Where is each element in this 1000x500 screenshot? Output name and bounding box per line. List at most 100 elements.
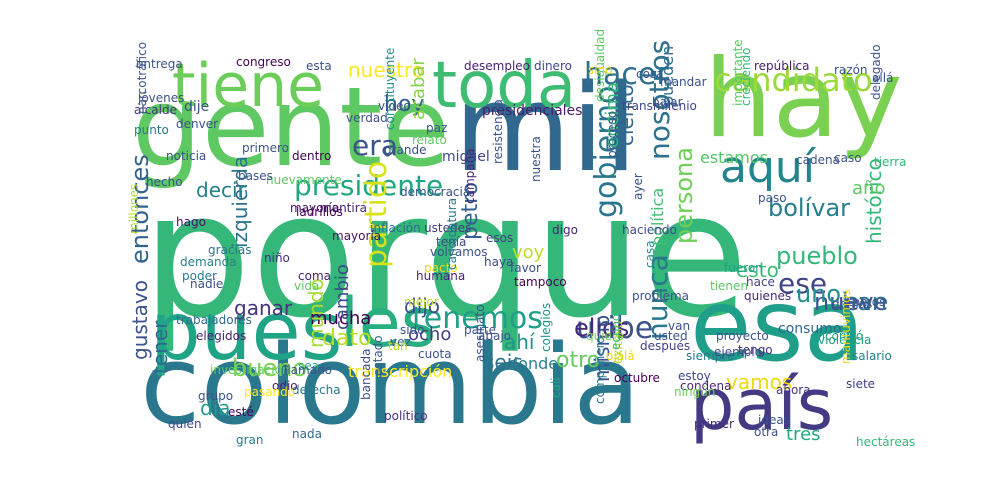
word: coma	[298, 269, 331, 283]
word: bolívar	[768, 194, 851, 222]
word: cadena	[796, 153, 840, 167]
word: tomos	[848, 295, 886, 309]
word: dijo	[404, 294, 441, 318]
word: bueno	[232, 354, 308, 382]
word: candidato	[714, 61, 873, 99]
word: les	[340, 284, 437, 363]
word: trabajadores	[176, 313, 252, 327]
word: odio	[272, 379, 298, 393]
word: abajo	[478, 329, 511, 343]
word: tengo	[738, 343, 773, 357]
word: estamos	[700, 148, 768, 167]
word: mil	[454, 60, 638, 199]
word: quiero	[586, 329, 624, 343]
word: paso	[758, 191, 787, 205]
word: siempre	[686, 349, 735, 363]
word: después	[640, 339, 691, 353]
word: otra	[754, 425, 779, 439]
word: mentira	[320, 201, 368, 215]
word: humana	[416, 269, 466, 283]
word: bajar	[652, 95, 683, 109]
word: nuestro	[348, 58, 424, 82]
word: volvamos	[430, 245, 488, 259]
word: violencia	[818, 333, 872, 347]
word: uribe	[576, 311, 654, 346]
word: gente	[132, 63, 451, 191]
word: niño	[264, 251, 290, 265]
word: tiene	[172, 51, 325, 121]
word: consumo	[778, 321, 842, 337]
word: ahí	[504, 330, 535, 354]
word: día	[200, 396, 231, 420]
word: era	[352, 129, 398, 162]
word: denver	[176, 117, 219, 131]
word: investigación	[210, 363, 290, 377]
word: grande	[384, 143, 427, 157]
word: creciendo	[739, 47, 753, 106]
word: esto	[736, 258, 779, 282]
word: mejor	[404, 295, 439, 309]
word: demanda	[180, 255, 237, 269]
word: mandar	[660, 75, 707, 89]
word: delegado	[869, 44, 883, 100]
word: demás	[832, 297, 873, 311]
word: tan	[388, 339, 408, 353]
word: hacer	[584, 57, 669, 92]
word: ladrillos	[296, 205, 343, 219]
word: video	[378, 99, 411, 113]
word: tienen	[710, 279, 749, 293]
word: acabar	[408, 58, 429, 120]
word: toda	[432, 49, 577, 123]
word: pasando	[244, 385, 296, 399]
word: mucha	[310, 308, 372, 329]
word: asesinato	[473, 304, 487, 362]
word: nueve	[814, 288, 889, 316]
word: año	[852, 178, 886, 199]
word: salario	[852, 349, 892, 363]
word: vamos	[726, 370, 793, 394]
word: relato	[412, 133, 447, 147]
word: octubre	[614, 371, 660, 385]
word: nada	[292, 427, 322, 441]
word: colegios	[539, 302, 553, 352]
word: millones	[127, 183, 141, 234]
word: sido	[400, 323, 425, 337]
word: hace	[746, 275, 775, 289]
word: pacto	[424, 261, 458, 275]
word: llamado	[284, 363, 333, 377]
word: ahora	[776, 383, 811, 397]
word: haciendo	[622, 223, 677, 237]
word: decir	[196, 178, 246, 202]
word: sino	[588, 63, 613, 77]
word: inflación	[370, 221, 421, 235]
word: político	[384, 409, 428, 423]
word: usted	[654, 329, 688, 343]
word: nuestra	[529, 136, 543, 182]
word: proceso	[605, 110, 619, 158]
word: transcripción	[348, 362, 453, 381]
word: tierra	[874, 155, 907, 169]
word: gran	[236, 433, 264, 447]
word: compañero	[593, 336, 607, 404]
word: cali	[549, 377, 563, 398]
word: nuevamente	[266, 173, 342, 187]
word: favor	[510, 261, 541, 275]
word: tampoco	[514, 275, 567, 289]
word: colombia	[140, 321, 641, 449]
word: problema	[632, 289, 690, 303]
word: tenemos	[412, 301, 543, 336]
word: congreso	[236, 55, 291, 69]
word: fueron	[724, 261, 763, 275]
word: esté	[228, 405, 254, 419]
word: proyecto	[716, 329, 769, 343]
word: hectáreas	[856, 435, 916, 449]
word: donde	[508, 354, 559, 373]
word: estado	[371, 335, 385, 376]
word: poder	[182, 269, 217, 283]
word: pueblo	[776, 242, 858, 270]
word: aquí	[720, 142, 816, 193]
word: ideas	[758, 413, 790, 427]
word: haya	[484, 255, 514, 269]
word: paz	[426, 121, 448, 135]
word: estoy	[678, 369, 711, 383]
